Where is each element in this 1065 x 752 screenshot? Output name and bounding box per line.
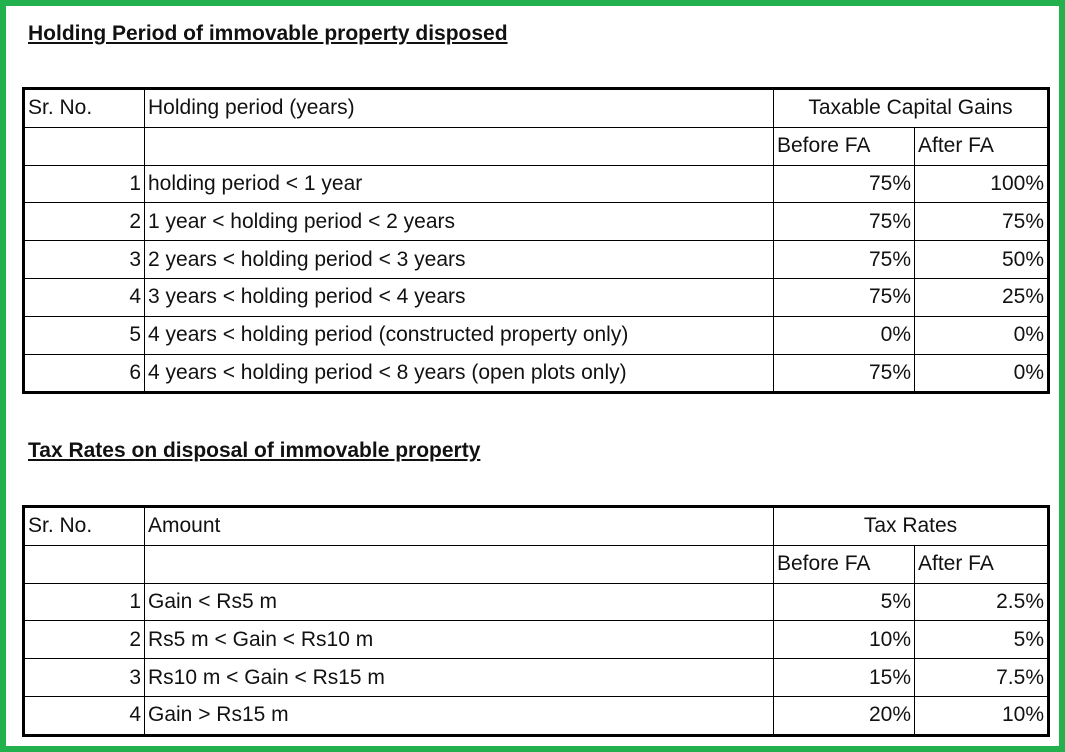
cell: 4 years < holding period < 8 years (open… xyxy=(144,353,774,394)
header-cell: Holding period (years) xyxy=(144,88,774,128)
empty-cell xyxy=(23,544,145,584)
cell: 25% xyxy=(914,277,1049,317)
cell: 6 xyxy=(23,353,145,394)
data-table: Sr. No. Holding period (years) Taxable Cap… xyxy=(22,87,1050,395)
data-row: 2 Rs5 m < Gain < Rs10 m 10% 5% xyxy=(23,620,1049,660)
cell: 5% xyxy=(914,620,1049,660)
data-row: 1 holding period < 1 year 75% 100% xyxy=(23,164,1049,204)
cell: 75% xyxy=(773,202,915,242)
cell: 5 xyxy=(23,315,145,355)
cell: 20% xyxy=(773,695,915,736)
header-cell: Taxable Capital Gains xyxy=(773,88,1049,128)
cell: 3 years < holding period < 4 years xyxy=(144,277,774,317)
subheader-cell: Before FA xyxy=(773,544,915,584)
cell: 75% xyxy=(773,164,915,204)
cell: 1 year < holding period < 2 years xyxy=(144,202,774,242)
header-row: Sr. No. Amount Tax Rates xyxy=(23,506,1049,546)
cell: 2 xyxy=(23,202,145,242)
data-row: 1 Gain < Rs5 m 5% 2.5% xyxy=(23,582,1049,622)
cell: 7.5% xyxy=(914,658,1049,697)
header-cell: Tax Rates xyxy=(773,506,1049,546)
cell: 3 xyxy=(23,240,145,279)
cell: Rs5 m < Gain < Rs10 m xyxy=(144,620,774,660)
cell: 0% xyxy=(773,315,915,355)
cell: 75% xyxy=(773,353,915,394)
cell: 0% xyxy=(914,353,1049,394)
cell: Gain > Rs15 m xyxy=(144,695,774,736)
cell: Gain < Rs5 m xyxy=(144,582,774,622)
section-title: Holding Period of immovable property dis… xyxy=(28,22,508,45)
subheader-row: Before FA After FA xyxy=(23,126,1049,166)
subheader-cell: After FA xyxy=(914,126,1049,166)
cell: 2 years < holding period < 3 years xyxy=(144,240,774,279)
cell: 75% xyxy=(914,202,1049,242)
header-cell: Amount xyxy=(144,506,774,546)
subheader-cell: After FA xyxy=(914,544,1049,584)
cell: 15% xyxy=(773,658,915,697)
section-title: Tax Rates on disposal of immovable prope… xyxy=(28,439,481,462)
cell: 75% xyxy=(773,277,915,317)
cell: 10% xyxy=(914,695,1049,736)
cell: 2.5% xyxy=(914,582,1049,622)
cell: 100% xyxy=(914,164,1049,204)
empty-cell xyxy=(144,544,774,584)
cell: 4 years < holding period (constructed pr… xyxy=(144,315,774,355)
table-body: Sr. No. Amount Tax Rates Before FA After FA 1… xyxy=(23,506,1049,736)
cell: 3 xyxy=(23,658,145,697)
cell: 2 xyxy=(23,620,145,660)
subheader-row: Before FA After FA xyxy=(23,544,1049,584)
cell: 1 xyxy=(23,582,145,622)
subheader-cell: Before FA xyxy=(773,126,915,166)
cell: 4 xyxy=(23,277,145,317)
cell: 0% xyxy=(914,315,1049,355)
header-row: Sr. No. Holding period (years) Taxable Cap… xyxy=(23,88,1049,128)
cell: Rs10 m < Gain < Rs15 m xyxy=(144,658,774,697)
data-row: 3 Rs10 m < Gain < Rs15 m 15% 7.5% xyxy=(23,658,1049,697)
cell: 75% xyxy=(773,240,915,279)
cell: 5% xyxy=(773,582,915,622)
header-cell: Sr. No. xyxy=(23,506,145,546)
data-table: Sr. No. Amount Tax Rates Before FA After FA 1… xyxy=(22,505,1050,737)
empty-cell xyxy=(23,126,145,166)
cell: 50% xyxy=(914,240,1049,279)
cell: holding period < 1 year xyxy=(144,164,774,204)
empty-cell xyxy=(144,126,774,166)
header-cell: Sr. No. xyxy=(23,88,145,128)
cell: 1 xyxy=(23,164,145,204)
data-row: 4 Gain > Rs15 m 20% 10% xyxy=(23,695,1049,736)
cell: 10% xyxy=(773,620,915,660)
cell: 4 xyxy=(23,695,145,736)
table-body: Sr. No. Holding period (years) Taxable Cap… xyxy=(23,88,1049,394)
